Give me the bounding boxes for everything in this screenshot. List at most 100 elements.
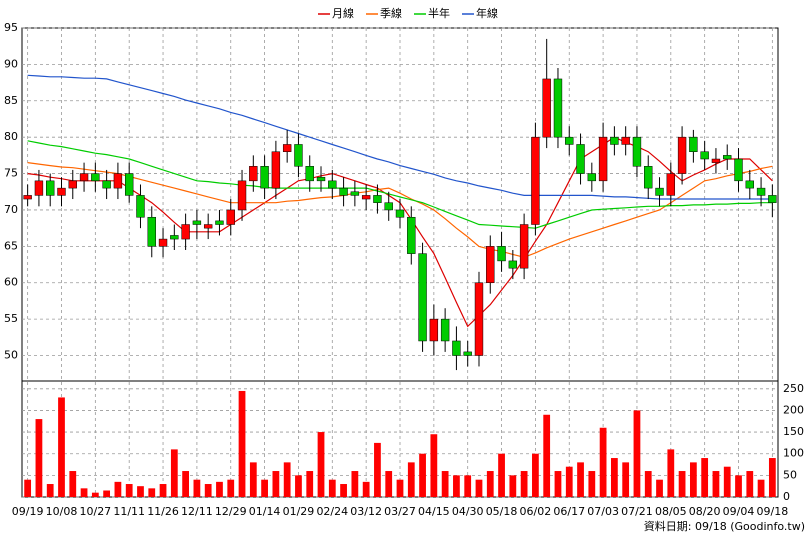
candle-body — [677, 136, 687, 174]
candle-body — [463, 351, 472, 356]
candle-body — [486, 246, 495, 283]
volume-bar — [24, 479, 32, 497]
volume-bar — [272, 471, 280, 497]
volume-bar — [340, 484, 347, 497]
volume-bar — [69, 471, 77, 497]
x-tick-label: 11/26 — [147, 505, 179, 518]
volume-bar — [125, 484, 133, 497]
candle-body — [237, 180, 247, 211]
candle-body — [181, 224, 190, 240]
volume-bar — [261, 479, 268, 497]
y-tick-label: 55 — [4, 312, 18, 325]
candle-body — [271, 151, 281, 189]
volume-tick-label: 200 — [783, 403, 804, 416]
volume-bar — [328, 479, 336, 497]
volume-bar — [565, 466, 573, 497]
candle-body — [745, 180, 754, 189]
volume-bar — [667, 449, 675, 497]
volume-bar — [159, 484, 167, 497]
candle-body — [734, 158, 743, 182]
volume-bar — [577, 462, 584, 497]
candle-body — [350, 191, 360, 196]
volume-tick-label: 100 — [783, 447, 804, 460]
volume-bar — [599, 427, 607, 497]
volume-bar — [396, 479, 404, 497]
volume-bar — [611, 458, 618, 497]
candle-body — [373, 195, 382, 203]
x-tick-label: 08/20 — [689, 505, 721, 518]
volume-bar — [735, 475, 742, 497]
candle-body — [429, 318, 439, 342]
x-tick-label: 04/30 — [452, 505, 484, 518]
candle-body — [260, 166, 269, 189]
candle-body — [305, 166, 314, 182]
volume-bar — [644, 471, 652, 497]
x-tick-label: 11/11 — [113, 505, 145, 518]
candle-body — [655, 187, 664, 196]
y-tick-label: 90 — [4, 57, 18, 70]
volume-bar — [216, 481, 223, 497]
volume-bar — [554, 471, 562, 497]
x-tick-label: 09/04 — [723, 505, 755, 518]
x-tick-label: 02/24 — [316, 505, 348, 518]
candle-body — [553, 78, 563, 138]
volume-bar — [362, 481, 370, 497]
legend-label: 年線 — [476, 6, 498, 20]
ma-line — [27, 140, 773, 229]
candle-body — [689, 136, 698, 152]
candle-body — [407, 216, 416, 254]
candle-body — [598, 136, 608, 182]
volume-bar — [464, 475, 472, 497]
volume-bar — [80, 488, 88, 497]
volume-bar — [193, 479, 201, 497]
candle-body — [418, 253, 427, 342]
volume-bar — [543, 414, 551, 497]
volume-bar — [622, 462, 630, 497]
volume-bar — [351, 471, 359, 497]
candle-body — [203, 224, 213, 229]
y-tick-label: 60 — [4, 276, 18, 289]
legend-label: 季線 — [380, 6, 402, 20]
y-tick-label: 50 — [4, 349, 18, 362]
volume-bar — [114, 481, 122, 497]
volume-tick-label: 150 — [783, 425, 804, 438]
x-tick-label: 03/12 — [350, 505, 382, 518]
candle-body — [576, 144, 585, 174]
legend-label: 月線 — [332, 6, 354, 20]
candle-body — [644, 166, 653, 189]
candle-body — [192, 220, 202, 225]
candle-body — [723, 155, 732, 160]
candle-body — [328, 180, 337, 189]
volume-bar — [46, 484, 54, 497]
volume-bar — [238, 390, 246, 497]
x-tick-label: 10/27 — [79, 505, 111, 518]
volume-bar — [498, 453, 505, 497]
candle-body — [542, 78, 551, 138]
x-tick-label: 07/21 — [621, 505, 653, 518]
volume-bar — [204, 484, 212, 497]
volume-bar — [588, 471, 596, 497]
volume-bar — [295, 475, 302, 497]
candle-body — [170, 235, 179, 240]
candle-body — [531, 136, 540, 225]
candle-body — [226, 209, 235, 225]
volume-bar — [520, 471, 528, 497]
volume-tick-label: 250 — [783, 382, 804, 395]
volume-bar — [35, 419, 43, 497]
volume-bar — [712, 471, 720, 497]
volume-bar — [407, 462, 415, 497]
candle-body — [136, 195, 145, 218]
volume-bar — [486, 471, 494, 497]
candle-body — [113, 173, 123, 189]
candle-body — [23, 195, 32, 200]
candle-body — [587, 173, 597, 182]
candle-body — [632, 136, 642, 167]
candle-body — [700, 151, 709, 160]
candle-body — [339, 187, 348, 196]
candle-body — [147, 216, 156, 247]
ma-line — [27, 162, 773, 258]
volume-tick-label: 0 — [783, 490, 790, 503]
volume-bar — [430, 434, 438, 497]
candle-body — [711, 158, 721, 163]
volume-bar — [453, 475, 460, 497]
